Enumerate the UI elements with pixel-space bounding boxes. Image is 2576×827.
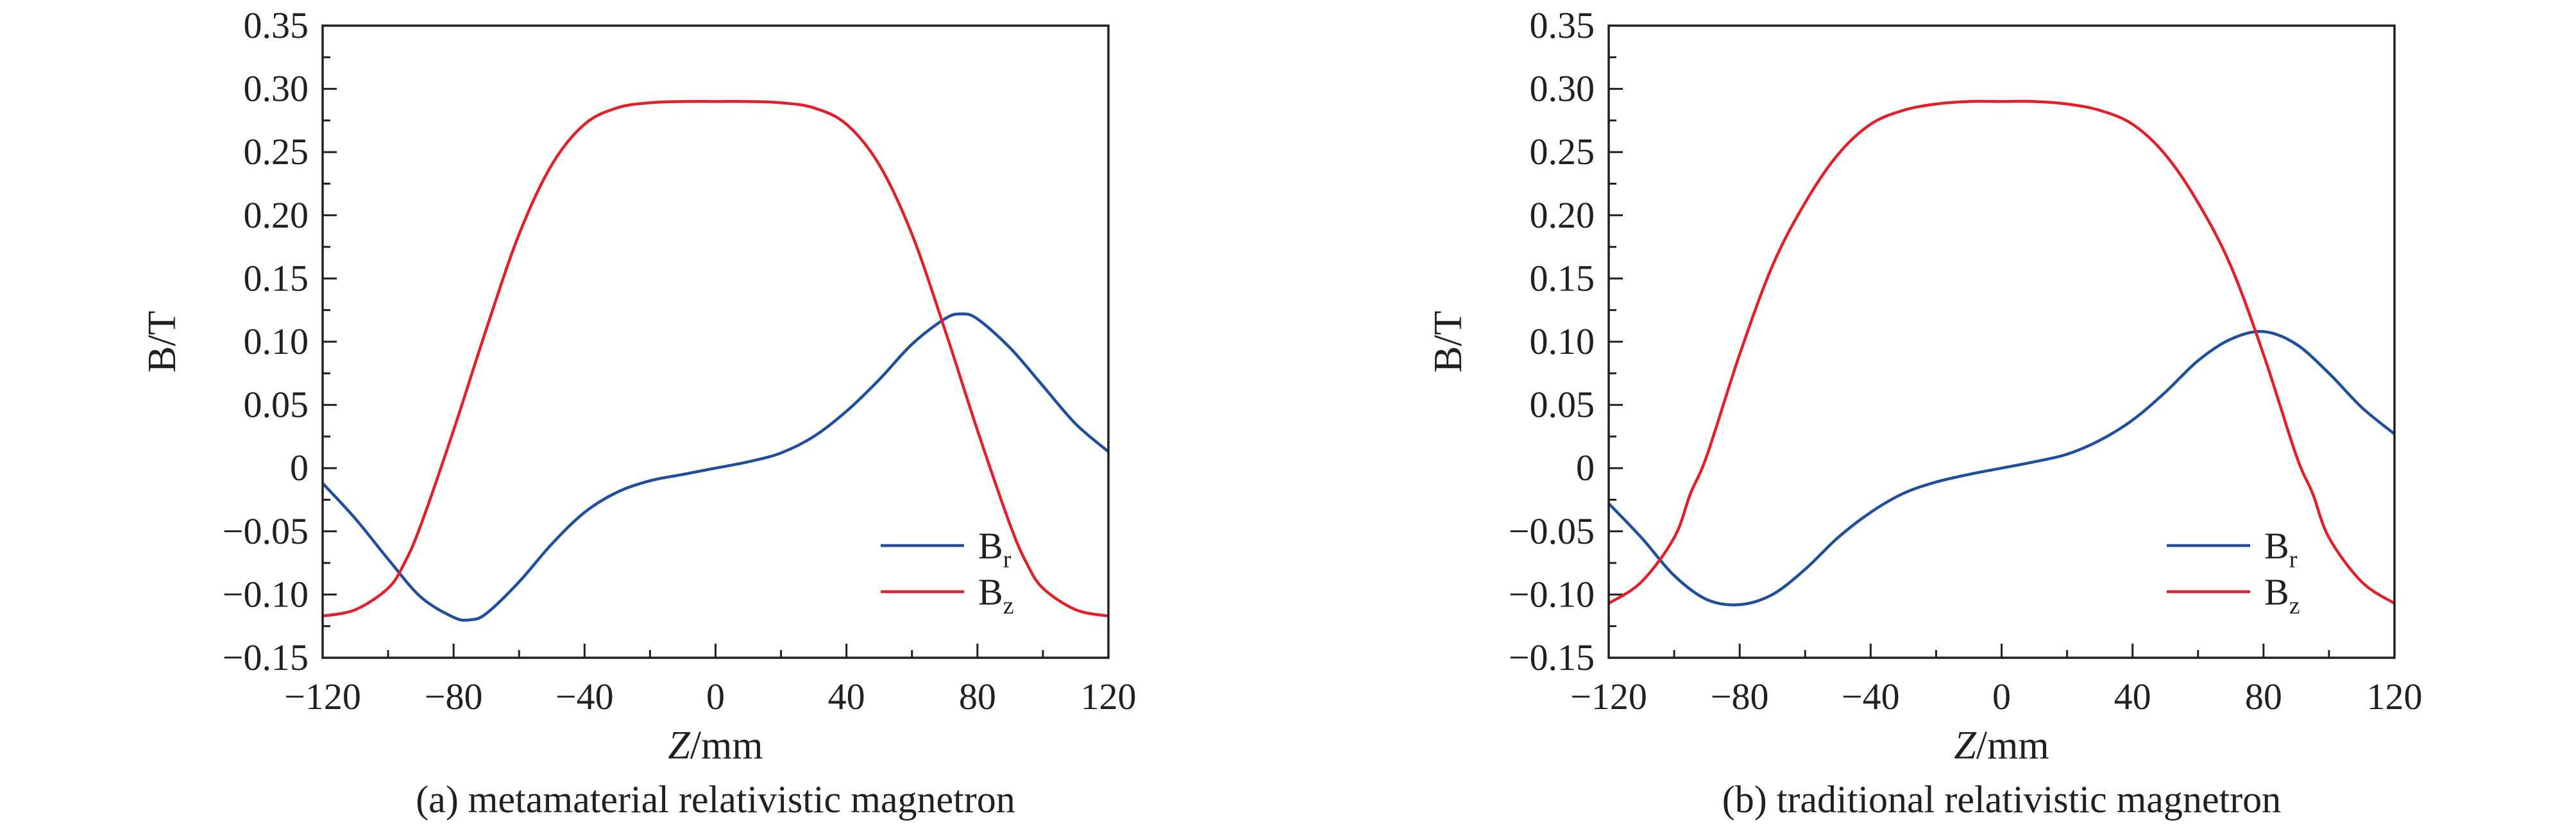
x-axis-label-variable: Z — [668, 724, 690, 767]
legend-label-subscript: z — [1003, 592, 1014, 619]
chart-b: −120 −80 −40 0 40 80 120 −0.15 −0.10 −0.05 0 0.05 0.… — [1427, 4, 2423, 821]
y-tick-label: 0 — [290, 447, 309, 489]
y-tick-label: 0.30 — [1530, 68, 1595, 110]
y-tick-label: 0.30 — [244, 68, 309, 110]
x-axis-label: Z/mm — [668, 724, 763, 767]
y-tick-label: 0.25 — [244, 131, 309, 172]
legend-label-subscript: r — [1003, 546, 1012, 573]
x-tick-label: 120 — [2367, 676, 2423, 717]
y-tick-label: 0.10 — [1530, 321, 1595, 362]
y-tick-label: 0.15 — [244, 257, 309, 299]
y-tick-label: 0.35 — [1530, 4, 1595, 46]
y-tick-label: −0.10 — [223, 573, 309, 615]
x-tick-label: −80 — [425, 676, 483, 717]
legend-label: Br — [2264, 525, 2298, 573]
legend-label-subscript: r — [2289, 546, 2298, 573]
series-line-Br — [1609, 330, 2394, 606]
x-tick-label: 0 — [1992, 676, 2011, 717]
chart-a: −120 −80 −40 0 40 80 120 −0.15 −0.10 −0.05 0 0.05 0.… — [140, 4, 1137, 821]
x-tick-label: 0 — [706, 676, 725, 717]
legend-label-main: B — [978, 571, 1003, 613]
x-axis-label: Z/mm — [1954, 724, 2049, 767]
x-tick-label: 80 — [959, 676, 996, 717]
y-tick-label: 0.25 — [1530, 131, 1595, 172]
y-tick-label: −0.15 — [223, 637, 309, 678]
legend-label-main: B — [2264, 525, 2289, 567]
y-axis-label: B/T — [140, 311, 184, 372]
legend-item-Br: Br — [881, 525, 1012, 573]
x-tick-label: 80 — [2245, 676, 2282, 717]
y-tick-label: 0.35 — [244, 4, 309, 46]
plot-frame — [321, 24, 1110, 659]
plot-frame — [1607, 24, 2396, 659]
x-tick-label: 120 — [1081, 676, 1137, 717]
y-tick-label: 0.05 — [244, 384, 309, 426]
y-tick-label: −0.05 — [223, 510, 309, 552]
x-tick-label: −40 — [555, 676, 614, 717]
y-tick-label: 0.15 — [1530, 257, 1595, 299]
legend-label: Br — [978, 525, 1012, 573]
x-axis-label-variable: Z — [1954, 724, 1976, 767]
legend-label-main: B — [2264, 571, 2289, 613]
chart-caption: (a) metamaterial relativistic magnetron — [416, 778, 1015, 821]
y-tick-label: 0.20 — [244, 194, 309, 236]
legend-item-Bz: Bz — [881, 571, 1014, 619]
chart-caption: (b) traditional relativistic magnetron — [1722, 778, 2281, 821]
legend-item-Br: Br — [2167, 525, 2298, 573]
legend-label-subscript: z — [2289, 592, 2300, 619]
y-tick-label: 0.20 — [1530, 194, 1595, 236]
y-tick-label: 0 — [1576, 447, 1595, 489]
x-axis-label-unit: /mm — [1976, 724, 2049, 767]
x-tick-label: −120 — [284, 676, 361, 717]
legend-item-Bz: Bz — [2167, 571, 2300, 619]
x-tick-label: −40 — [1842, 676, 1900, 717]
y-tick-label: −0.15 — [1509, 637, 1595, 678]
x-tick-label: −120 — [1570, 676, 1647, 717]
y-axis-label: B/T — [1427, 311, 1470, 372]
legend-label: Bz — [978, 571, 1014, 619]
x-axis-label-unit: /mm — [690, 724, 763, 767]
x-tick-label: 40 — [2114, 676, 2151, 717]
legend-label-main: B — [978, 525, 1003, 567]
series-line-Br — [323, 312, 1108, 622]
y-tick-label: −0.05 — [1509, 510, 1595, 552]
y-tick-label: 0.10 — [244, 321, 309, 362]
x-tick-label: −80 — [1711, 676, 1769, 717]
series-line-Bz — [1609, 99, 2394, 605]
y-tick-label: 0.05 — [1530, 384, 1595, 426]
x-tick-label: 40 — [828, 676, 865, 717]
y-tick-label: −0.10 — [1509, 573, 1595, 615]
legend-label: Bz — [2264, 571, 2300, 619]
series-line-Bz — [323, 99, 1108, 618]
